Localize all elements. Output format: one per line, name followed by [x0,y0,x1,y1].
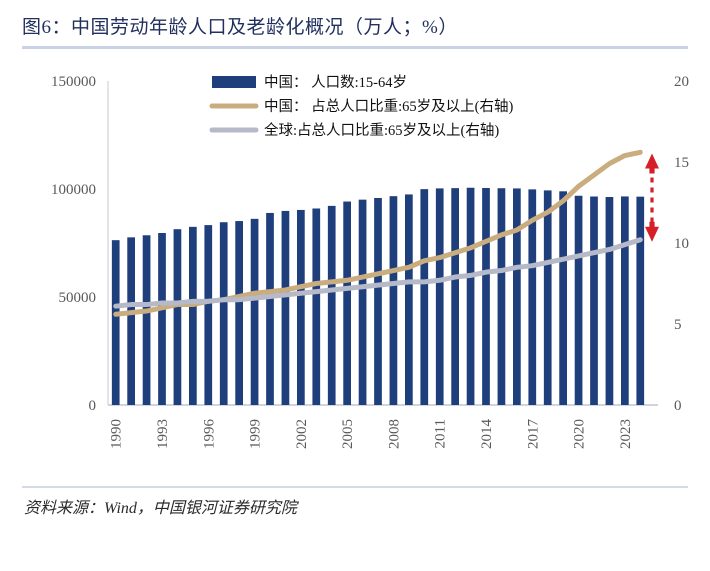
left-axis-tick-label: 50000 [59,290,97,306]
left-axis-tick-label: 150000 [51,74,96,90]
x-axis-tick-label: 2002 [294,419,310,449]
bar-column [590,196,598,405]
bar-column [497,188,506,405]
bar-column [250,218,259,405]
line-series-group [113,149,643,317]
right-axis-tick-label: 20 [674,74,689,90]
x-axis-tick-label: 1999 [248,419,264,449]
bar-column [281,210,290,405]
bar-column [405,194,413,405]
x-axis-tick-label: 1996 [201,419,217,450]
bar-column [189,226,197,405]
line-series [113,237,643,309]
x-axis-tick-label: 1990 [109,419,125,449]
annotation-arrow-down [645,221,659,242]
bar-column [574,195,583,405]
bar-series-group [111,187,645,405]
title-divider [22,46,688,49]
bar-column [559,191,567,405]
x-axis-tick-label: 2017 [525,419,541,450]
bar-column [636,196,645,405]
bar-column [327,205,336,405]
source-note: 资料来源：Wind，中国银河证券研究院 [24,500,297,517]
bar-column [466,187,475,405]
legend-item-label: 全球:占总人口比重:65岁及以上(右轴) [264,121,499,139]
figure-header: 图6：中国劳动年龄人口及老龄化概况（万人；%） [22,14,688,48]
bar-column [111,240,120,405]
bar-column [204,225,213,405]
x-axis-tick-label: 2005 [340,419,356,449]
left-axis-tick-label: 0 [89,398,97,414]
bar-column [297,209,305,405]
right-axis-tick-label: 15 [674,155,689,171]
x-axis-tick-label: 2014 [479,419,495,450]
legend-item-label: 中国： 人口数:15-64岁 [264,74,407,91]
axis-tick-group: 0 50000 100000 150000 0 5 10 15 20 1990 1993 1996 19… [51,74,689,449]
x-axis-tick-label: 1993 [155,419,171,449]
annotation-group [645,153,659,242]
bar-column [127,237,135,405]
right-axis-tick-label: 10 [674,236,689,252]
bar-column [621,196,629,405]
bar-column [158,232,166,405]
bar-column [605,197,614,405]
left-axis-tick-label: 100000 [51,182,96,198]
page-title: 图6：中国劳动年龄人口及老龄化概况（万人；%） [22,17,458,38]
x-axis-tick-label: 2011 [433,419,449,448]
chart-svg: 0 50000 100000 150000 0 5 10 15 20 1990 1993 1996 19… [51,74,689,449]
bar-column [266,212,274,405]
x-axis-tick-label: 2020 [572,419,588,449]
bar-column [482,187,490,405]
bar-column [219,222,228,405]
bar-column [374,198,382,405]
bar-column [543,190,552,405]
bar-column [312,208,321,405]
bar-column [142,235,151,405]
bar-column [235,221,243,405]
bar-column [173,229,182,405]
x-axis-tick-label: 2008 [386,419,402,449]
x-axis-tick-label: 2023 [618,419,634,449]
bar-column [451,188,459,405]
bar-column [528,189,537,405]
bar-column [343,201,351,405]
bar-column [420,189,429,405]
legend-swatch-bar [212,76,256,88]
footer-divider [22,486,688,488]
bar-column [358,199,367,405]
bar-column [513,188,521,405]
right-axis-tick-label: 0 [674,398,682,414]
legend-item-label: 中国： 占总人口比重:65岁及以上(右轴) [264,98,513,115]
annotation-arrow-up [645,153,659,174]
bar-column [389,196,398,405]
chart-plot-area: 0 50000 100000 150000 0 5 10 15 20 1990 1993 1996 19… [0,60,710,480]
right-axis-tick-label: 5 [674,317,682,333]
bar-column [435,188,444,405]
